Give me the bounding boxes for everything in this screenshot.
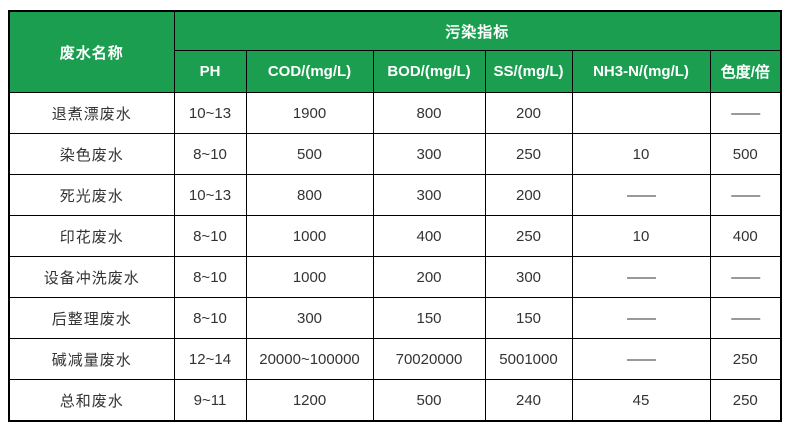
table-row: 总和废水 9~11 1200 500 240 45 250 [8, 379, 782, 422]
table-cell: —— [709, 92, 782, 134]
column-header-wastewater-name: 废水名称 [8, 10, 175, 93]
table-cell: 800 [245, 174, 374, 216]
table-cell: 300 [245, 297, 374, 339]
table-cell: 20000~100000 [245, 338, 374, 380]
row-name-cell: 染色废水 [8, 133, 175, 175]
row-name-cell: 后整理废水 [8, 297, 175, 339]
table-cell: 9~11 [173, 379, 247, 422]
table-cell: —— [709, 174, 782, 216]
table-row: 碱减量废水 12~14 20000~100000 70020000 5001000 —— 2… [8, 338, 782, 380]
table-cell: 250 [484, 215, 573, 257]
table-header: 废水名称 污染指标 PH COD/(mg/L) BOD/(mg/L) SS/(m… [8, 10, 782, 93]
table-cell: —— [571, 256, 711, 298]
table-cell: 8~10 [173, 256, 247, 298]
table-cell: 1000 [245, 215, 374, 257]
table-cell: 10~13 [173, 174, 247, 216]
table-cell: 45 [571, 379, 711, 422]
table-cell: 500 [245, 133, 374, 175]
table-cell: 150 [484, 297, 573, 339]
table-cell: 70020000 [372, 338, 486, 380]
table-cell: 200 [484, 174, 573, 216]
group-header-pollution-indicators: 污染指标 [173, 10, 782, 51]
table-cell: 8~10 [173, 215, 247, 257]
wastewater-indicators-table: 废水名称 污染指标 PH COD/(mg/L) BOD/(mg/L) SS/(m… [8, 10, 783, 422]
table-cell: 10~13 [173, 92, 247, 134]
column-header-ss: SS/(mg/L) [484, 50, 573, 93]
row-name-cell: 总和废水 [8, 379, 175, 422]
table-cell: 800 [372, 92, 486, 134]
header-columns-row: PH COD/(mg/L) BOD/(mg/L) SS/(mg/L) NH3-N… [9, 50, 782, 93]
table-cell: 5001000 [484, 338, 573, 380]
table-cell: 8~10 [173, 133, 247, 175]
row-name-cell: 死光废水 [8, 174, 175, 216]
table-cell: 500 [709, 133, 782, 175]
table-cell: 1200 [245, 379, 374, 422]
table-cell: 200 [484, 92, 573, 134]
column-header-nh3n: NH3-N/(mg/L) [571, 50, 711, 93]
table-row: 死光废水 10~13 800 300 200 —— —— [8, 174, 782, 216]
table-cell: 300 [372, 174, 486, 216]
header-group-row: 废水名称 污染指标 [8, 10, 782, 93]
column-header-ph: PH [173, 50, 247, 93]
table-cell: 1000 [245, 256, 374, 298]
table-body: 退煮漂废水 10~13 1900 800 200 —— 染色废水 8~10 500 300 250 1… [8, 92, 782, 422]
table-cell: 300 [484, 256, 573, 298]
table-row: 后整理废水 8~10 300 150 150 —— —— [8, 297, 782, 339]
column-header-bod: BOD/(mg/L) [372, 50, 486, 93]
table-row: 退煮漂废水 10~13 1900 800 200 —— [8, 92, 782, 134]
row-name-cell: 退煮漂废水 [8, 92, 175, 134]
table-cell: 500 [372, 379, 486, 422]
table-cell: 10 [571, 215, 711, 257]
table-cell: 250 [484, 133, 573, 175]
table-cell: 150 [372, 297, 486, 339]
row-name-cell: 印花废水 [8, 215, 175, 257]
table-cell: 12~14 [173, 338, 247, 380]
row-name-cell: 设备冲洗废水 [8, 256, 175, 298]
table-cell: 250 [709, 338, 782, 380]
table-row: 印花废水 8~10 1000 400 250 10 400 [8, 215, 782, 257]
table-cell: 1900 [245, 92, 374, 134]
table-cell: —— [571, 338, 711, 380]
table-cell: 200 [372, 256, 486, 298]
table-row: 染色废水 8~10 500 300 250 10 500 [8, 133, 782, 175]
row-name-cell: 碱减量废水 [8, 338, 175, 380]
table-cell: —— [709, 297, 782, 339]
table-row: 设备冲洗废水 8~10 1000 200 300 —— —— [8, 256, 782, 298]
table-cell: 10 [571, 133, 711, 175]
column-header-cod: COD/(mg/L) [245, 50, 374, 93]
table-cell: 250 [709, 379, 782, 422]
table-cell: 400 [709, 215, 782, 257]
table-cell: —— [571, 297, 711, 339]
column-header-chroma: 色度/倍 [709, 50, 782, 93]
wastewater-table-container: 废水名称 污染指标 PH COD/(mg/L) BOD/(mg/L) SS/(m… [8, 10, 783, 422]
table-cell: —— [709, 256, 782, 298]
table-cell: 8~10 [173, 297, 247, 339]
table-cell: 240 [484, 379, 573, 422]
table-cell: 400 [372, 215, 486, 257]
table-cell [571, 92, 711, 134]
table-cell: 300 [372, 133, 486, 175]
table-cell: —— [571, 174, 711, 216]
